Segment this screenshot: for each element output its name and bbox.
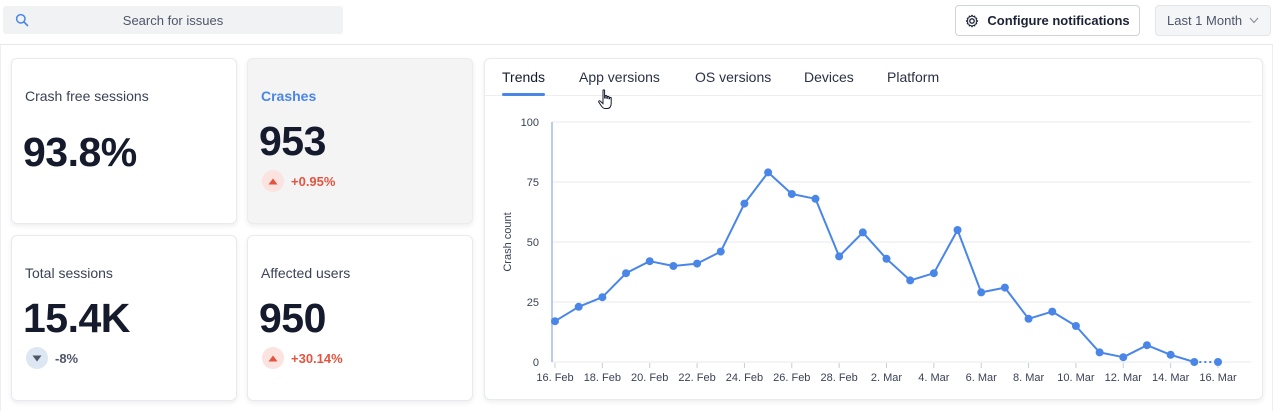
data-point	[906, 276, 915, 285]
metric-value: 953	[259, 118, 326, 164]
data-point	[835, 252, 844, 261]
x-tick-label: 16. Mar	[1199, 372, 1237, 384]
x-tick-label: 14. Mar	[1152, 372, 1190, 384]
data-point	[1119, 353, 1128, 362]
data-point	[622, 269, 631, 278]
data-point	[929, 269, 938, 278]
metric-card-affected-users[interactable]: Affected users 950 +30.14%	[247, 235, 473, 401]
y-tick-label: 25	[527, 297, 539, 309]
gear-icon	[966, 14, 979, 27]
metric-value: 15.4K	[23, 295, 130, 341]
date-range-label: Last 1 Month	[1167, 13, 1243, 28]
trend-up-icon	[262, 347, 284, 369]
metric-label: Crashes	[261, 88, 317, 104]
data-point	[716, 247, 725, 256]
metric-label: Crash free sessions	[25, 88, 149, 104]
x-tick-label: 24. Feb	[726, 372, 763, 384]
series-line	[554, 171, 1195, 363]
data-point	[1071, 322, 1080, 330]
x-tick-label: 4. Mar	[918, 372, 950, 384]
metric-delta-value: +0.95%	[291, 173, 336, 189]
metric-delta: -8%	[26, 347, 78, 369]
data-point	[977, 288, 986, 297]
x-tick-label: 18. Feb	[584, 372, 621, 384]
metric-label: Total sessions	[25, 265, 113, 281]
tab-app-versions[interactable]: App versions	[579, 69, 660, 85]
tab-os-versions[interactable]: OS versions	[695, 69, 772, 85]
chevron-down-icon	[1249, 17, 1259, 24]
data-point	[1024, 314, 1033, 323]
data-point	[740, 199, 749, 208]
search-icon	[15, 13, 29, 27]
y-axis-label: Crash count	[502, 212, 514, 271]
data-point	[1190, 358, 1199, 366]
top-bar: Search for issues Configure notification…	[0, 0, 1273, 44]
y-tick-label: 50	[527, 237, 539, 249]
hand-cursor-icon	[598, 89, 612, 109]
data-point	[882, 254, 891, 263]
x-tick-label: 10. Mar	[1057, 372, 1095, 384]
metric-value: 950	[259, 295, 326, 341]
metric-delta-value: +30.14%	[291, 350, 343, 366]
y-tick-label: 0	[533, 357, 539, 369]
chart-card: Trends App versions OS versions Devices …	[484, 58, 1263, 400]
y-tick-label: 75	[527, 177, 539, 189]
metric-value: 93.8%	[23, 129, 137, 175]
data-point	[645, 257, 654, 266]
x-tick-label: 16. Feb	[536, 372, 573, 384]
search-input[interactable]: Search for issues	[3, 6, 343, 34]
search-placeholder: Search for issues	[122, 12, 224, 28]
trend-up-icon	[262, 170, 284, 192]
tab-platform[interactable]: Platform	[887, 69, 940, 85]
y-tick-label: 100	[521, 117, 539, 129]
metric-card-crash-free[interactable]: Crash free sessions 93.8%	[11, 58, 237, 224]
metric-delta: +30.14%	[262, 347, 343, 369]
chart-tabs: Trends App versions OS versions Devices …	[485, 59, 1262, 96]
data-point	[1048, 307, 1057, 316]
data-point	[598, 293, 607, 302]
tab-trends[interactable]: Trends	[502, 69, 546, 85]
data-point	[1214, 358, 1222, 366]
data-point	[953, 226, 962, 234]
data-point	[787, 190, 796, 198]
data-point	[669, 262, 678, 270]
active-tab-indicator	[502, 93, 545, 96]
data-point	[1166, 350, 1175, 359]
data-point	[551, 317, 559, 326]
tab-devices[interactable]: Devices	[804, 69, 854, 85]
data-point	[1095, 348, 1104, 357]
data-point	[858, 228, 867, 237]
metric-card-crashes[interactable]: Crashes 953 +0.95%	[247, 58, 473, 224]
date-range-select[interactable]: Last 1 Month	[1155, 5, 1271, 36]
x-tick-label: 22. Feb	[678, 372, 715, 384]
trends-chart: 0 25 50 75 100 Crash count 16. Feb 18. Feb 20. F…	[502, 117, 1251, 384]
x-tick-label: 8. Mar	[1013, 372, 1045, 384]
trend-down-icon	[26, 347, 48, 369]
configure-notifications-button[interactable]: Configure notifications	[955, 5, 1140, 36]
metric-delta-value: -8%	[55, 350, 79, 366]
metric-card-total-sessions[interactable]: Total sessions 15.4K -8%	[11, 235, 237, 401]
x-tick-label: 12. Mar	[1105, 372, 1143, 384]
data-point	[693, 259, 702, 268]
data-point	[1000, 283, 1009, 292]
x-tick-label: 2. Mar	[871, 372, 903, 384]
x-tick-label: 6. Mar	[966, 372, 998, 384]
configure-notifications-label: Configure notifications	[987, 13, 1130, 28]
data-point	[574, 302, 583, 311]
x-tick-label: 26. Feb	[773, 372, 810, 384]
dashboard-panel: Crash free sessions 93.8% Crashes 953 +0…	[0, 44, 1273, 411]
x-tick-label: 20. Feb	[631, 372, 668, 384]
x-tick-label: 28. Feb	[820, 372, 857, 384]
metric-label: Affected users	[261, 265, 351, 281]
data-point	[764, 168, 773, 177]
metric-delta: +0.95%	[262, 170, 335, 192]
data-point	[1142, 341, 1151, 350]
data-point	[811, 194, 820, 203]
